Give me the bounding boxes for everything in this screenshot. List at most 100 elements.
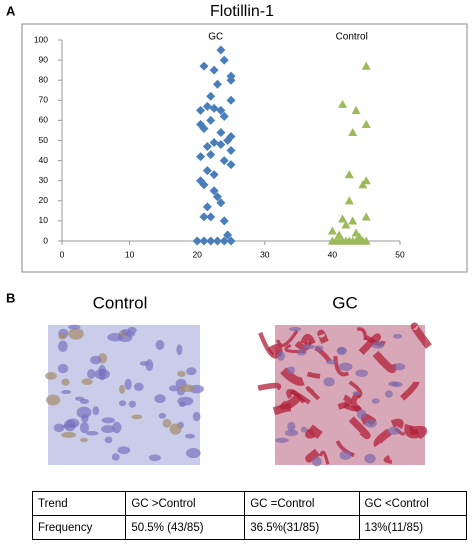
- data-point: [212, 236, 222, 246]
- cell-nucleus: [94, 368, 110, 380]
- chart-title: Flotillin-1: [210, 3, 274, 20]
- cell-nucleus: [276, 351, 285, 361]
- cell-nucleus: [128, 400, 136, 408]
- cell-nucleus: [154, 394, 166, 404]
- cell-nucleus: [61, 431, 76, 438]
- data-point: [196, 152, 206, 162]
- cell-nucleus: [68, 324, 81, 330]
- cell-nucleus: [339, 450, 352, 461]
- cell-nucleus: [178, 401, 186, 407]
- cell-nucleus: [284, 429, 299, 437]
- cell-nucleus: [184, 433, 196, 439]
- y-tick-label: 80: [39, 74, 49, 84]
- cell-nucleus: [81, 378, 93, 385]
- x-tick-label: 10: [125, 249, 135, 259]
- cell-nucleus: [186, 367, 197, 376]
- cell-nucleus: [101, 425, 115, 434]
- data-point: [361, 212, 371, 221]
- cell-nucleus: [323, 377, 335, 387]
- cell-nucleus: [124, 378, 132, 390]
- cell-nucleus: [352, 391, 361, 396]
- membrane-stain: [333, 355, 350, 377]
- cell-nucleus: [364, 419, 377, 428]
- cell-nucleus: [177, 370, 186, 377]
- data-point: [202, 142, 212, 152]
- data-point: [209, 65, 219, 75]
- membrane-stain: [300, 333, 316, 345]
- cell-nucleus: [364, 453, 376, 464]
- cell-nucleus: [301, 344, 316, 350]
- membrane-stain: [348, 380, 363, 399]
- cell-nucleus: [87, 368, 96, 379]
- cell-nucleus: [169, 423, 182, 435]
- cell-nucleus: [371, 398, 380, 404]
- data-point: [327, 226, 337, 235]
- data-point: [361, 119, 371, 129]
- cell-nucleus: [63, 419, 76, 432]
- data-point: [219, 216, 229, 226]
- data-point: [223, 230, 233, 240]
- table-cell: 13%(11/85): [358, 515, 468, 540]
- cell-nucleus: [336, 346, 347, 356]
- data-point: [199, 212, 209, 222]
- cell-nucleus: [124, 331, 136, 337]
- data-point: [209, 186, 219, 196]
- data-point: [206, 91, 216, 101]
- data-point: [338, 214, 348, 223]
- cell-nucleus: [192, 411, 201, 422]
- membrane-stain: [383, 455, 393, 464]
- cell-nucleus: [179, 384, 195, 392]
- data-point: [348, 216, 358, 225]
- cell-nucleus: [391, 381, 403, 388]
- y-tick-label: 10: [39, 215, 49, 225]
- cell-nucleus: [117, 446, 131, 455]
- cell-nucleus: [85, 430, 99, 436]
- data-point: [209, 170, 219, 180]
- data-point: [361, 61, 371, 70]
- data-point: [361, 236, 371, 245]
- cell-nucleus: [133, 382, 144, 391]
- cell-nucleus: [287, 421, 296, 432]
- cell-nucleus: [356, 409, 367, 420]
- membrane-stain: [272, 403, 292, 416]
- data-point: [199, 123, 209, 133]
- data-point: [209, 138, 219, 148]
- table-cell: 50.5% (43/85): [125, 515, 246, 540]
- table-cell: Frequency: [31, 515, 127, 540]
- data-point: [202, 101, 212, 111]
- cell-nucleus: [58, 333, 67, 340]
- membrane-stain: [305, 386, 321, 401]
- cell-nucleus: [61, 378, 70, 386]
- cell-nucleus: [392, 333, 403, 339]
- data-point: [216, 198, 226, 208]
- data-point: [199, 180, 209, 190]
- cell-nucleus: [90, 355, 102, 365]
- data-point: [202, 166, 212, 176]
- data-point: [219, 111, 229, 121]
- image-caption: Control: [93, 293, 148, 312]
- membrane-stain: [257, 382, 282, 391]
- cell-nucleus: [158, 412, 166, 419]
- membrane-stain: [358, 333, 382, 356]
- cell-nucleus: [75, 396, 85, 401]
- data-point: [216, 105, 226, 115]
- image-caption: GC: [332, 293, 358, 312]
- cell-nucleus: [68, 327, 84, 340]
- x-tick-label: 50: [395, 249, 405, 259]
- membrane-stain: [305, 448, 321, 463]
- y-tick-label: 40: [39, 155, 49, 165]
- cell-nucleus: [107, 333, 124, 342]
- cell-nucleus: [45, 394, 61, 406]
- x-tick-label: 40: [328, 249, 338, 259]
- cell-nucleus: [76, 406, 92, 419]
- data-point: [334, 230, 344, 239]
- cell-nucleus: [61, 389, 72, 395]
- cell-nucleus: [104, 436, 113, 444]
- membrane-stain: [372, 350, 397, 374]
- data-point: [192, 236, 202, 246]
- data-point: [209, 103, 219, 113]
- cell-nucleus: [162, 418, 172, 428]
- membrane-stain: [319, 450, 330, 465]
- data-point: [199, 236, 209, 246]
- cell-nucleus: [57, 363, 69, 374]
